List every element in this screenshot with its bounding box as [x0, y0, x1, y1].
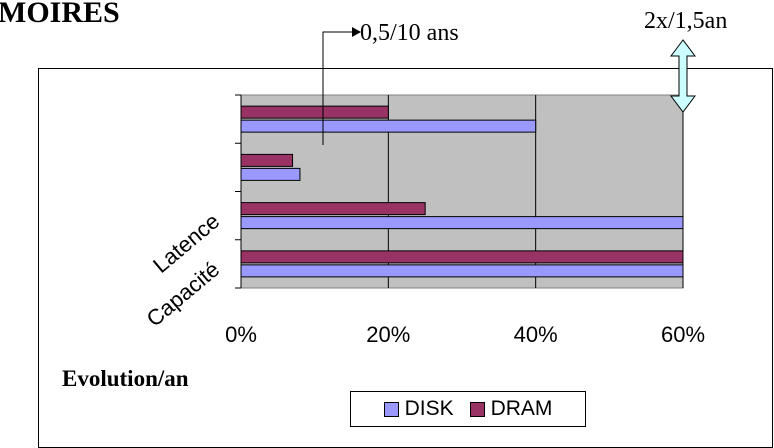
- bar-disk-1: [240, 216, 684, 230]
- bar-disk-0: [240, 264, 684, 278]
- annotation-rate: 0,5/10 ans: [360, 20, 459, 46]
- x-tick-label-0: 0%: [225, 322, 257, 347]
- legend-swatch-dram: [469, 401, 485, 417]
- annotation-double: 2x/1,5an: [644, 8, 728, 34]
- x-tick-label-3: 60%: [661, 322, 705, 347]
- bar-dram-2: [240, 153, 294, 167]
- legend: DISK DRAM: [350, 391, 586, 427]
- bar-dram-1: [240, 202, 426, 216]
- bar-dram-3: [240, 105, 389, 119]
- page-title: MOIRES: [0, 0, 120, 29]
- x-axis-label: Evolution/an: [62, 366, 189, 391]
- double-arrow-icon: [670, 39, 696, 113]
- legend-swatch-disk: [383, 401, 399, 417]
- annotation-rate-arrow: [322, 31, 352, 145]
- bar-disk-3: [240, 119, 537, 133]
- legend-entry-disk: DISK: [383, 397, 454, 421]
- x-tick-label-2: 40%: [514, 322, 558, 347]
- bar-disk-2: [240, 167, 301, 181]
- annotation-rate-arrowhead: [352, 27, 361, 37]
- x-tick-label-1: 20%: [366, 322, 410, 347]
- legend-label-dram: DRAM: [490, 397, 553, 420]
- y-category-label-0: Capacité: [142, 257, 225, 332]
- legend-label-disk: DISK: [404, 397, 454, 420]
- legend-entry-dram: DRAM: [469, 397, 553, 421]
- bar-dram-0: [240, 250, 684, 264]
